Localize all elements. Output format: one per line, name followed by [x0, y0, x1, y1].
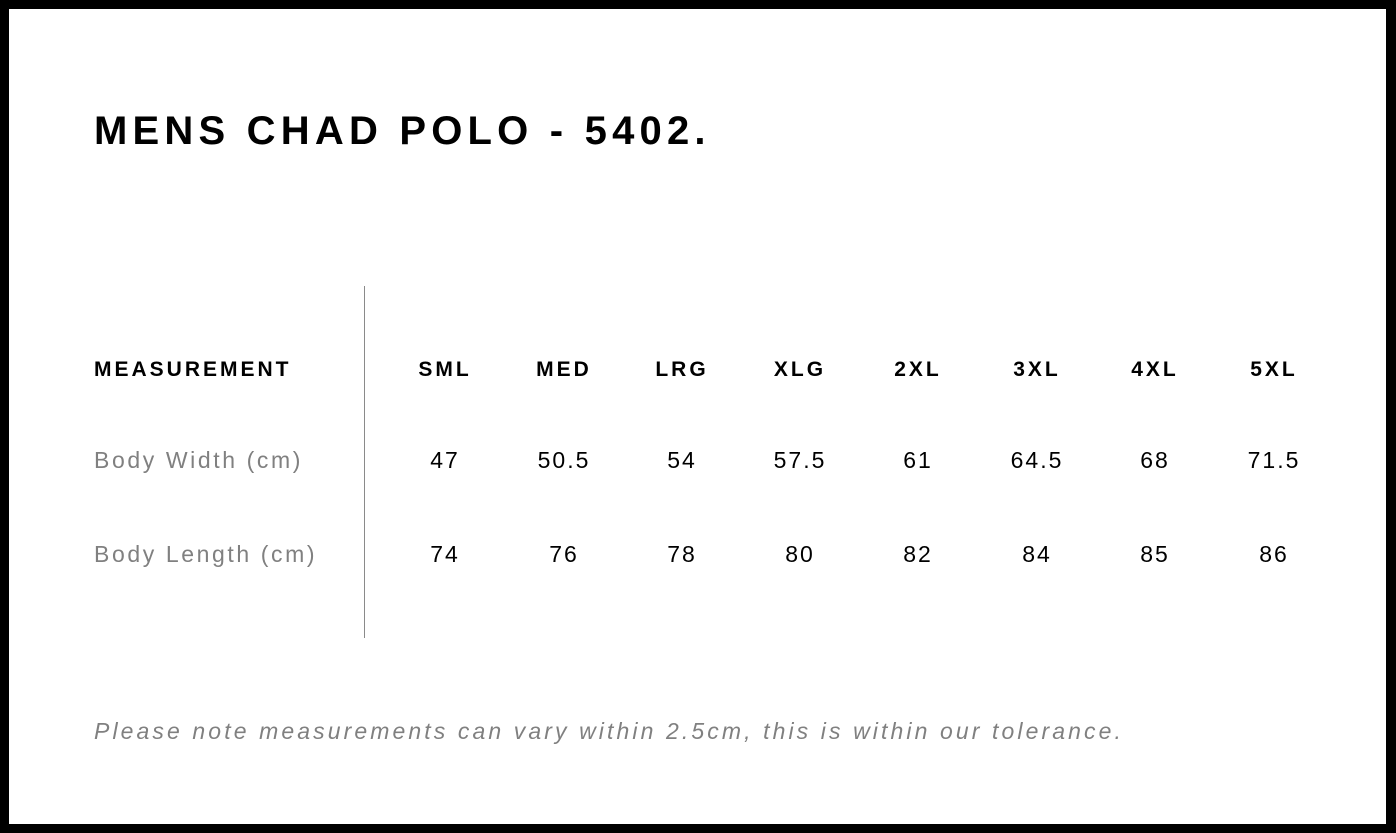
size-header-3xl: 3XL: [1013, 358, 1061, 381]
table-cell: 50.5: [537, 447, 591, 473]
size-header-4xl: 4XL: [1131, 358, 1179, 381]
size-chart-card: MENS CHAD POLO - 5402. MEASUREMENT Body …: [9, 9, 1386, 824]
row-label-body-width: Body Width (cm): [94, 447, 303, 473]
measurement-header: MEASUREMENT: [94, 358, 292, 381]
tolerance-note: Please note measurements can vary within…: [94, 718, 1125, 744]
table-cell: 76: [549, 541, 579, 567]
table-cell: 71.5: [1247, 447, 1301, 473]
size-header-med: MED: [536, 358, 592, 381]
table-cell: 64.5: [1010, 447, 1064, 473]
size-header-5xl: 5XL: [1250, 358, 1298, 381]
table-cell: 47: [430, 447, 460, 473]
table-cell: 74: [430, 541, 460, 567]
table-cell: 57.5: [773, 447, 827, 473]
table-cell: 78: [667, 541, 697, 567]
size-header-2xl: 2XL: [894, 358, 942, 381]
table-cell: 84: [1022, 541, 1052, 567]
size-header-xlg: XLG: [773, 358, 827, 381]
table-cell: 82: [903, 541, 933, 567]
row-label-body-length: Body Length (cm): [94, 541, 318, 567]
table-cell: 85: [1140, 541, 1170, 567]
table-cell: 86: [1259, 541, 1289, 567]
table-cell: 68: [1140, 447, 1170, 473]
table-cell: 54: [667, 447, 697, 473]
size-header-lrg: LRG: [655, 358, 709, 381]
table-cell: 80: [785, 541, 815, 567]
table-cell: 61: [903, 447, 933, 473]
page-title: MENS CHAD POLO - 5402.: [94, 109, 711, 153]
column-divider: [364, 286, 365, 638]
size-header-sml: SML: [418, 358, 472, 381]
